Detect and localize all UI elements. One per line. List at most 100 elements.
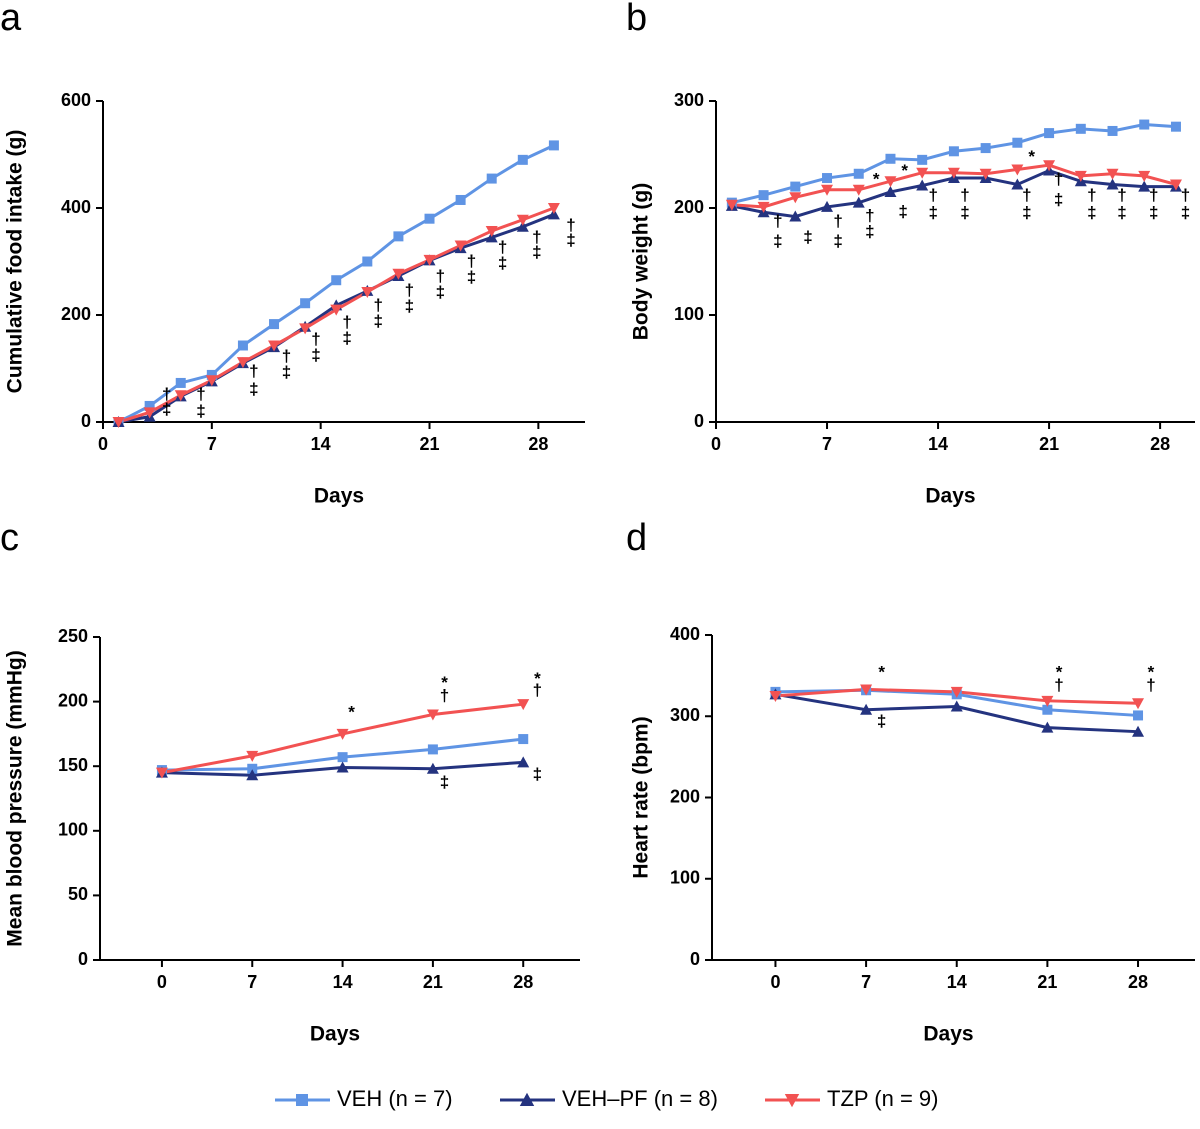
data-point: [884, 176, 897, 188]
data-point: [1138, 180, 1151, 192]
data-point: [1044, 128, 1055, 139]
significance-mark: ‡: [532, 242, 541, 261]
significance-mark: *: [1148, 663, 1155, 682]
x-axis-label: Days: [923, 1023, 973, 1046]
significance-mark: †: [498, 238, 507, 257]
x-tick-label: 0: [770, 972, 780, 992]
x-tick-label: 28: [1128, 972, 1148, 992]
data-point: [948, 146, 959, 157]
x-axis-label: Days: [310, 1023, 360, 1046]
data-point: [1041, 695, 1054, 707]
data-point: [485, 226, 498, 238]
significance-mark: *: [878, 663, 885, 682]
significance-mark: †: [865, 206, 874, 225]
data-point: [1042, 704, 1053, 715]
y-tick-label: 200: [58, 690, 88, 710]
x-tick-label: 28: [513, 972, 533, 992]
significance-mark: †: [342, 313, 351, 332]
data-point: [246, 769, 259, 781]
significance-mark: †: [532, 227, 541, 246]
y-tick-label: 0: [690, 949, 700, 969]
data-point: [1041, 721, 1054, 733]
y-axis-label: Body weight (g): [630, 183, 653, 340]
y-tick-label: 300: [670, 705, 700, 725]
x-tick-label: 14: [333, 972, 353, 992]
x-tick-label: 14: [928, 434, 948, 454]
data-point: [237, 340, 248, 351]
data-point: [426, 762, 439, 774]
significance-mark: †: [1149, 186, 1158, 205]
data-point: [423, 254, 436, 266]
significance-mark: ‡: [498, 254, 507, 273]
y-tick-label: 100: [674, 304, 704, 324]
x-axis-label: Days: [314, 485, 364, 508]
data-point: [1011, 164, 1024, 176]
data-point: [155, 767, 168, 779]
panel-label: b: [626, 0, 647, 39]
significance-mark: ‡: [865, 222, 874, 241]
data-point: [236, 357, 249, 369]
significance-mark: ‡: [1087, 203, 1096, 222]
data-point: [548, 140, 559, 151]
significance-mark: †: [833, 211, 842, 230]
significance-mark: †: [566, 216, 575, 235]
y-tick-label: 200: [61, 304, 91, 324]
data-point: [725, 199, 738, 211]
legend-marker: [296, 1094, 308, 1106]
significance-mark: †: [1181, 186, 1190, 205]
x-tick-label: 7: [822, 434, 832, 454]
data-point: [916, 179, 929, 191]
data-point: [884, 185, 897, 197]
data-point: [336, 728, 349, 740]
data-point: [1075, 123, 1086, 134]
significance-mark: †: [960, 186, 969, 205]
x-tick-label: 21: [1037, 972, 1057, 992]
y-tick-label: 400: [670, 624, 700, 644]
panel-label: d: [626, 517, 647, 559]
data-point: [362, 256, 373, 267]
data-point: [757, 201, 770, 213]
significance-mark: †: [1022, 186, 1031, 205]
significance-mark: ‡: [1054, 190, 1063, 209]
significance-mark: ‡: [1149, 203, 1158, 222]
x-tick-label: 0: [98, 434, 108, 454]
y-axis-label: Cumulative food intake (g): [4, 130, 27, 394]
data-point: [1139, 119, 1150, 130]
significance-mark: ‡: [467, 268, 476, 287]
data-point: [1011, 178, 1024, 190]
data-point: [821, 200, 834, 212]
y-tick-label: 400: [61, 197, 91, 217]
significance-mark: †: [196, 385, 205, 404]
x-tick-label: 21: [1039, 434, 1059, 454]
data-point: [1132, 698, 1145, 710]
significance-mark: ‡: [533, 765, 542, 784]
significance-mark: ‡: [282, 362, 291, 381]
data-point: [979, 168, 992, 180]
x-axis-label: Days: [925, 485, 975, 508]
significance-mark: ‡: [566, 231, 575, 250]
data-point: [1043, 160, 1056, 172]
data-point: [246, 750, 259, 762]
data-point: [143, 407, 156, 419]
x-tick-label: 0: [157, 972, 167, 992]
data-point: [1169, 179, 1182, 191]
data-point: [175, 377, 186, 388]
x-tick-label: 21: [423, 972, 443, 992]
x-tick-label: 21: [420, 434, 440, 454]
significance-mark: ‡: [877, 711, 886, 730]
y-tick-label: 0: [81, 411, 91, 431]
significance-mark: ‡: [440, 772, 449, 791]
data-point: [486, 173, 497, 184]
x-tick-label: 14: [947, 972, 967, 992]
significance-mark: ‡: [196, 401, 205, 420]
x-tick-label: 0: [711, 434, 721, 454]
significance-mark: †: [533, 681, 542, 700]
data-point: [424, 213, 435, 224]
significance-mark: ‡: [898, 202, 907, 221]
data-point: [269, 319, 280, 330]
data-point: [112, 417, 125, 428]
significance-mark: *: [1028, 147, 1035, 166]
data-point: [947, 167, 960, 179]
significance-mark: ‡: [436, 283, 445, 302]
significance-mark: †: [1117, 186, 1126, 205]
